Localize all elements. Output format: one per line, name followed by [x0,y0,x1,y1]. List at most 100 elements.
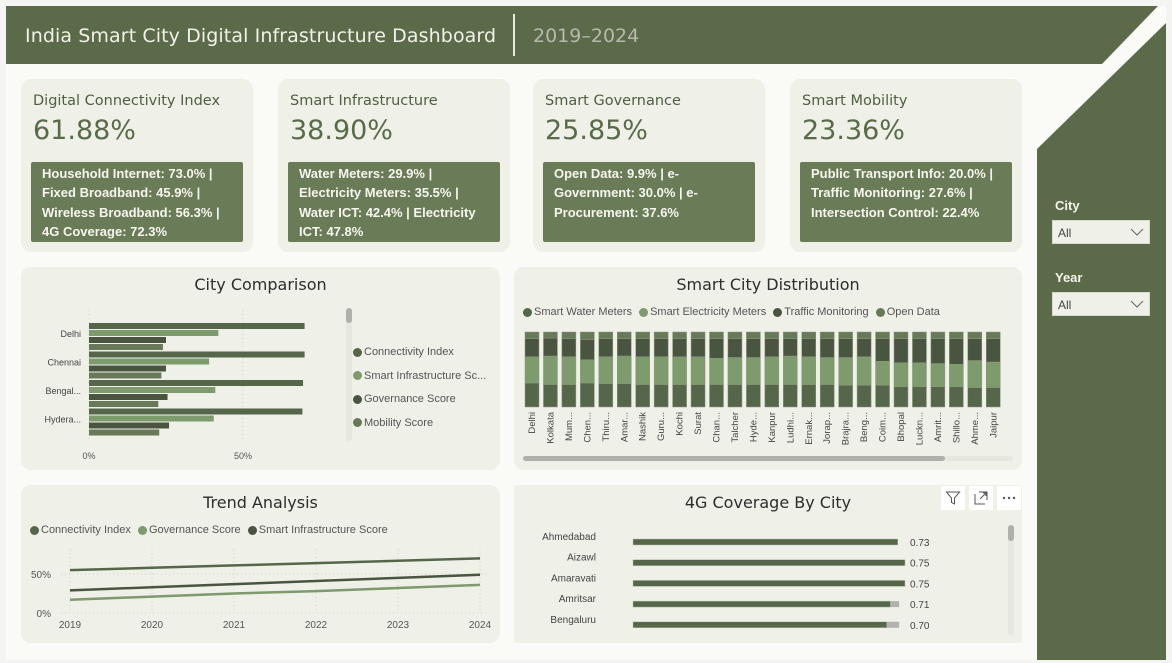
city-slicer-dropdown[interactable]: All [1052,220,1150,244]
stacked-segment [967,387,983,408]
y-axis-label: Chennai [47,358,81,368]
stacked-segment [617,338,632,357]
stacked-segment [543,337,558,357]
bar [632,559,906,566]
bar [632,600,891,608]
stacked-segment [635,331,650,339]
4g-coverage-visual[interactable]: 4G Coverage By City Ahmedabad 0.73 Aizawl 0… [514,485,1022,643]
stacked-segment [561,356,577,385]
stacked-segment [912,338,927,363]
stacked-segment [580,382,595,408]
year-slicer-dropdown[interactable]: All [1052,292,1150,316]
year-slicer-label: Year [1055,270,1083,285]
scrollbar-thumb[interactable] [523,456,945,461]
kpi-card-infrastructure: Smart Infrastructure 38.90% Water Meters… [278,79,510,252]
legend-item[interactable]: Smart Infrastructure Score [247,524,388,536]
stacked-segment [856,385,872,408]
x-axis-label: Beng... [859,412,870,442]
vertical-scrollbar[interactable] [1008,525,1014,635]
x-tick-label: 2022 [305,620,328,631]
y-axis-label: Bengal... [45,386,81,396]
x-tick-label: 50% [234,451,252,461]
x-axis-label: Jorap... [822,412,833,444]
stacked-segment [727,357,743,385]
x-axis-label: Ernak... [804,412,815,445]
stacked-segment [690,338,706,357]
distribution-legend: Smart Water Meters Smart Electricity Met… [523,306,944,320]
bar [632,538,898,546]
city-comparison-visual[interactable]: City Comparison 0% 50% Delhi Chennai Bengal.… [21,267,500,470]
legend-label: Smart Electricity Meters [650,306,767,318]
bar [89,380,304,386]
legend-item[interactable]: Governance Score [353,388,456,410]
legend-item[interactable]: Open Data [875,306,940,318]
bar [89,422,170,429]
stacked-segment [949,338,964,365]
year-slicer-value: All [1058,298,1072,312]
legend-label: Smart Infrastructure Score [258,524,388,536]
kpi-title: Digital Connectivity Index [33,93,221,109]
bar [632,621,888,629]
kpi-card-connectivity: Digital Connectivity Index 61.88% Househ… [21,79,253,252]
chevron-down-icon [1130,300,1144,308]
legend-item[interactable]: Connectivity Index [30,524,131,536]
legend-item[interactable]: Smart Infrastructure Sc... [353,365,486,387]
stacked-segment [764,356,780,385]
y-axis-label: Amritsar [559,594,597,605]
date-range-label: 2019–2024 [533,25,640,47]
stacked-segment [967,338,983,361]
trend-analysis-visual[interactable]: Trend Analysis Connectivity Index Govern… [21,485,500,643]
x-axis-label: Luckn... [914,412,925,445]
stacked-segment [949,331,964,339]
stacked-segment [801,356,816,385]
stacked-segment [543,384,558,408]
stacked-segment [598,331,614,339]
stacked-segment [764,338,780,357]
stacked-segment [783,384,798,408]
stacked-segment [783,338,798,357]
focus-mode-button[interactable] [969,486,993,510]
filter-button[interactable] [941,486,965,510]
stacked-segment [986,361,1001,388]
horizontal-scrollbar[interactable] [523,456,1013,461]
x-axis-label: Kanpur [767,412,778,443]
stacked-segment [930,363,946,387]
x-axis-label: Ludhi... [785,412,796,443]
x-axis-label: Amrit... [933,412,944,442]
stacked-segment [893,362,909,387]
legend-item[interactable]: Mobility Score [353,412,433,434]
kpi-title: Smart Governance [545,93,681,109]
more-options-button[interactable] [997,486,1021,510]
stacked-segment [672,338,687,357]
vertical-scrollbar[interactable] [346,308,352,441]
y-axis-label: Aizawl [567,553,596,564]
scrollbar-thumb[interactable] [346,308,352,323]
city-slicer-value: All [1058,226,1072,240]
city-comparison-chart: 0% 50% Delhi Chennai Bengal... Hydera... [44,310,305,461]
data-label: 0.73 [910,538,930,549]
y-axis-label: Delhi [60,329,81,339]
legend-item[interactable]: Governance Score [137,524,241,536]
stacked-segment [653,338,669,357]
stacked-segment [580,339,595,360]
stacked-segment [746,331,761,339]
stacked-segment [783,355,798,385]
legend-item[interactable]: Traffic Monitoring [773,306,869,318]
legend-item[interactable]: Smart Water Meters [523,306,632,318]
stacked-segment [838,385,853,408]
scrollbar-thumb[interactable] [1008,525,1014,541]
legend-item[interactable]: Smart Electricity Meters [639,306,766,318]
bar [632,580,906,587]
x-axis-label: Hyde... [748,412,759,442]
legend-item[interactable]: Connectivity Index [353,341,454,363]
bar [89,429,160,436]
kpi-title: Smart Infrastructure [290,93,438,109]
legend-dot [639,307,649,317]
city-slicer-label: City [1055,198,1080,213]
stacked-segment [598,383,614,408]
stacked-segment [967,331,983,339]
stacked-segment [986,338,1001,363]
focus-mode-icon [974,491,988,505]
smart-city-distribution-visual[interactable]: Smart City Distribution Smart Water Mete… [514,267,1022,470]
legend-label: Connectivity Index [364,346,454,358]
